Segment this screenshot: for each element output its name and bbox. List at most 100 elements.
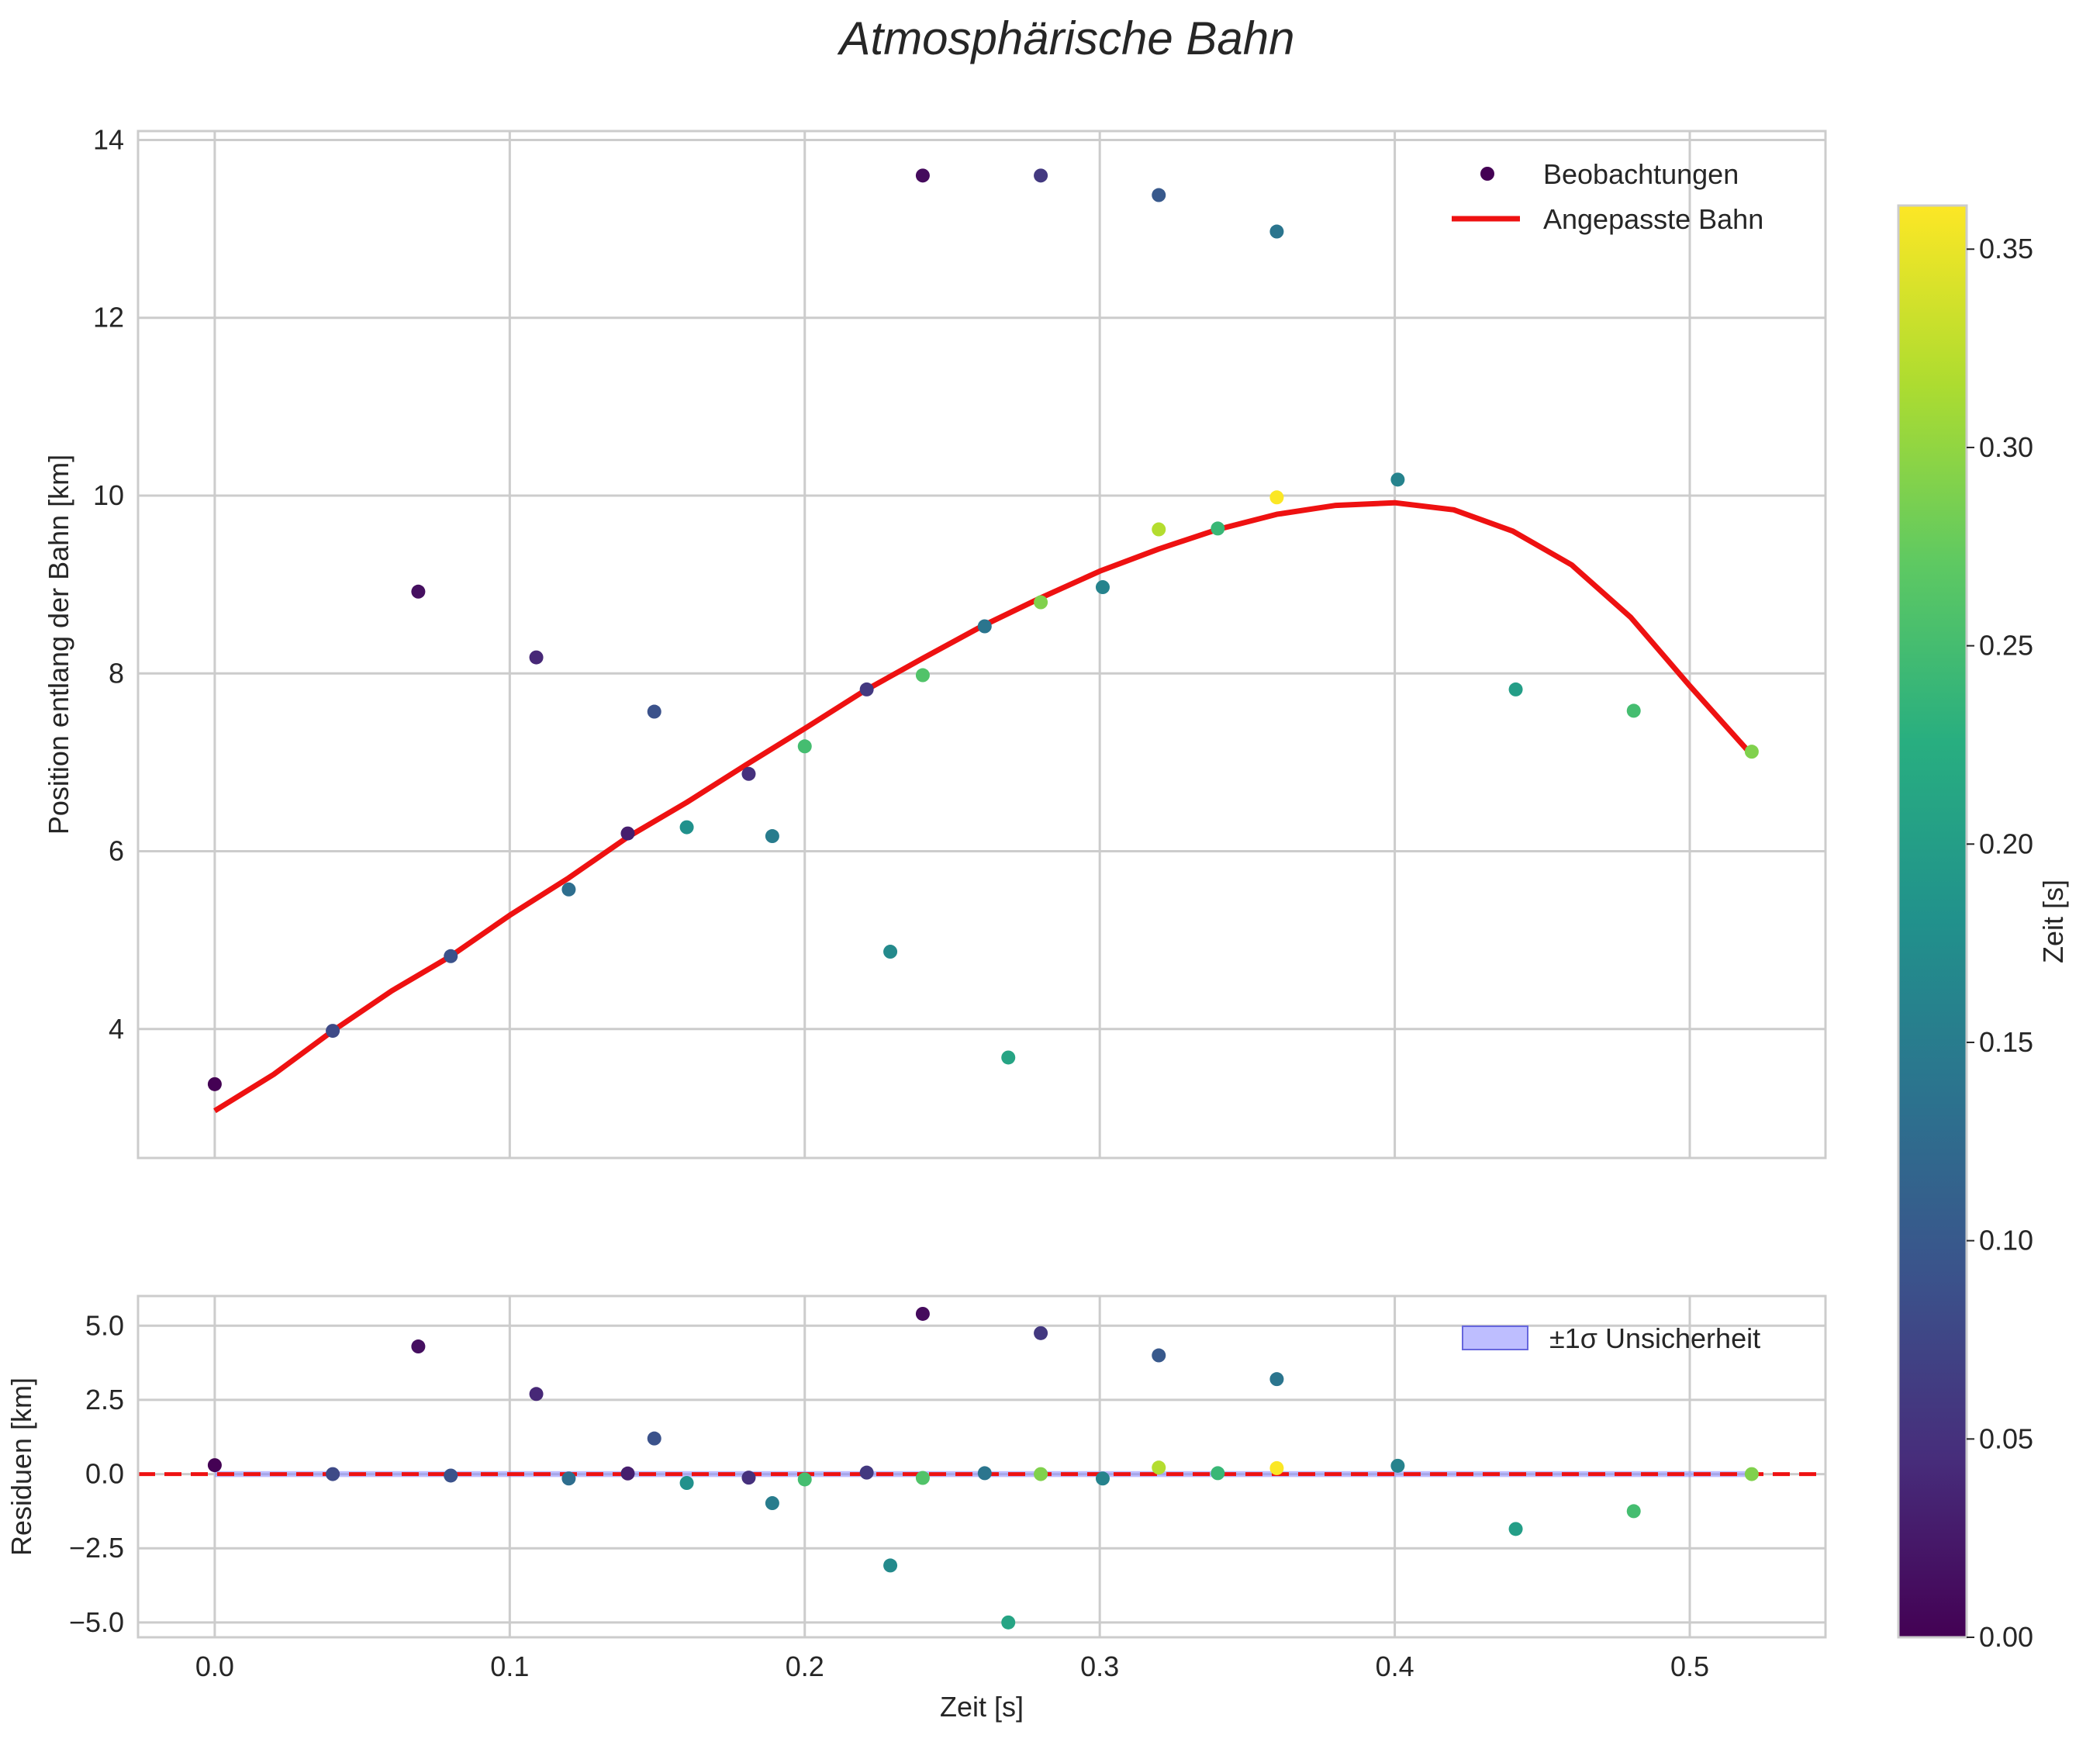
observation-point	[1152, 188, 1166, 202]
observation-point	[679, 820, 694, 835]
residuals-xtick-label: 0.3	[1080, 1650, 1119, 1682]
observation-point	[1626, 703, 1641, 718]
observation-point	[529, 650, 544, 665]
observation-point	[1269, 490, 1284, 505]
residuals-frame	[136, 1294, 1827, 1639]
observation-point	[915, 668, 930, 683]
residual-point	[1390, 1458, 1405, 1473]
observation-point	[1744, 745, 1759, 759]
main-ytick-label: 12	[93, 302, 124, 334]
colorbar-tick-label: 0.05	[1979, 1422, 2033, 1454]
residual-point	[207, 1458, 222, 1473]
colorbar-tick-labels: 0.00 0.05 0.10 0.15 0.20 0.25 0.30 0.35	[1967, 233, 2033, 1653]
observation-point	[1152, 522, 1166, 537]
residual-point	[1034, 1467, 1048, 1481]
observation-point	[797, 739, 812, 754]
residual-point	[1508, 1522, 1523, 1536]
colorbar-tick-label: 0.30	[1979, 431, 2033, 463]
residual-point	[1001, 1615, 1016, 1630]
residuals-legend: ±1σ Unsicherheit	[1462, 1322, 1760, 1354]
residual-point	[915, 1471, 930, 1485]
residuals-panel: 0.0 0.1 0.2 0.3 0.4 0.5 5.0 2.5 0.0 −2.5 −5.0 Resi…	[5, 1294, 1827, 1723]
observation-point	[647, 704, 661, 719]
residual-point	[647, 1431, 661, 1446]
residual-point	[1269, 1460, 1284, 1475]
main-ytick-label: 8	[109, 657, 124, 689]
legend-label-fit: Angepasste Bahn	[1543, 203, 1763, 235]
legend-label-uncertainty: ±1σ Unsicherheit	[1549, 1322, 1760, 1354]
observation-point	[741, 766, 756, 781]
residual-point	[977, 1466, 992, 1481]
main-frame	[136, 130, 1827, 1160]
residual-point	[797, 1472, 812, 1487]
observation-point	[1095, 580, 1110, 595]
observation-point	[326, 1024, 340, 1039]
residual-point	[620, 1466, 635, 1481]
residuals-xtick-label: 0.1	[490, 1650, 529, 1682]
residual-point	[1152, 1460, 1166, 1475]
colorbar-tick-label: 0.10	[1979, 1225, 2033, 1256]
residual-point	[529, 1387, 544, 1402]
legend-marker-uncertainty	[1462, 1326, 1528, 1350]
observation-point	[1034, 168, 1048, 183]
main-ytick-label: 6	[109, 835, 124, 867]
residual-point	[561, 1471, 576, 1486]
colorbar-label: Zeit [s]	[2037, 880, 2069, 963]
residual-point	[915, 1306, 930, 1321]
residuals-xlabel: Zeit [s]	[940, 1691, 1024, 1723]
legend-marker-observations	[1480, 167, 1494, 181]
residual-point	[883, 1558, 898, 1573]
observation-point	[1001, 1050, 1016, 1065]
observation-point	[411, 584, 426, 599]
main-panel: 4 6 8 10 12 14 Position entlang der Bahn [km]…	[43, 123, 1827, 1160]
residuals-ytick-label: 0.0	[85, 1458, 124, 1490]
colorbar-tick-label: 0.25	[1979, 630, 2033, 662]
residuals-xtick-label: 0.5	[1670, 1650, 1709, 1682]
residual-point	[1152, 1348, 1166, 1363]
observation-point	[1034, 595, 1048, 610]
residuals-ytick-label: −2.5	[69, 1532, 124, 1564]
residual-point	[444, 1468, 458, 1483]
residual-point	[741, 1471, 756, 1485]
residuals-ytick-label: 2.5	[85, 1384, 124, 1415]
residual-point	[1034, 1326, 1048, 1340]
main-ylabel: Position entlang der Bahn [km]	[43, 455, 74, 835]
residual-point	[1095, 1471, 1110, 1486]
residual-point	[1269, 1372, 1284, 1387]
main-tick-labels: 4 6 8 10 12 14	[93, 123, 124, 1044]
residuals-xtick-label: 0.2	[786, 1650, 824, 1682]
observation-point	[765, 829, 779, 844]
observation-point	[1508, 682, 1523, 696]
observation-point	[915, 168, 930, 183]
main-ytick-label: 10	[93, 479, 124, 511]
residual-point	[859, 1465, 874, 1480]
chart-title: Atmosphärische Bahn	[838, 12, 1295, 64]
residual-point	[1626, 1504, 1641, 1519]
observation-point	[1269, 224, 1284, 239]
legend-label-observations: Beobachtungen	[1543, 158, 1739, 190]
main-ytick-label: 4	[109, 1013, 124, 1045]
main-legend: Beobachtungen Angepasste Bahn	[1452, 158, 1763, 235]
main-ytick-label: 14	[93, 123, 124, 155]
residuals-ytick-label: 5.0	[85, 1309, 124, 1341]
colorbar-tick-label: 0.35	[1979, 233, 2033, 264]
residual-point	[1211, 1466, 1225, 1481]
residual-point	[411, 1339, 426, 1354]
observation-point	[561, 882, 576, 897]
residual-points	[207, 1306, 1759, 1630]
observation-point	[1390, 472, 1405, 487]
residuals-xtick-label: 0.4	[1376, 1650, 1414, 1682]
colorbar: 0.00 0.05 0.10 0.15 0.20 0.25 0.30 0.35 Zeit [s…	[1897, 204, 2069, 1653]
main-grid	[138, 131, 1825, 1158]
colorbar-tick-label: 0.15	[1979, 1026, 2033, 1058]
observation-points	[207, 168, 1759, 1091]
residuals-ytick-label: −5.0	[69, 1606, 124, 1638]
colorbar-tick-label: 0.20	[1979, 828, 2033, 859]
residuals-tick-labels: 0.0 0.1 0.2 0.3 0.4 0.5 5.0 2.5 0.0 −2.5 −5.0	[69, 1309, 1709, 1682]
residual-point	[765, 1496, 779, 1511]
observation-point	[883, 945, 898, 959]
residual-point	[679, 1476, 694, 1491]
main-plot-area	[138, 131, 1825, 1158]
observation-point	[444, 949, 458, 963]
